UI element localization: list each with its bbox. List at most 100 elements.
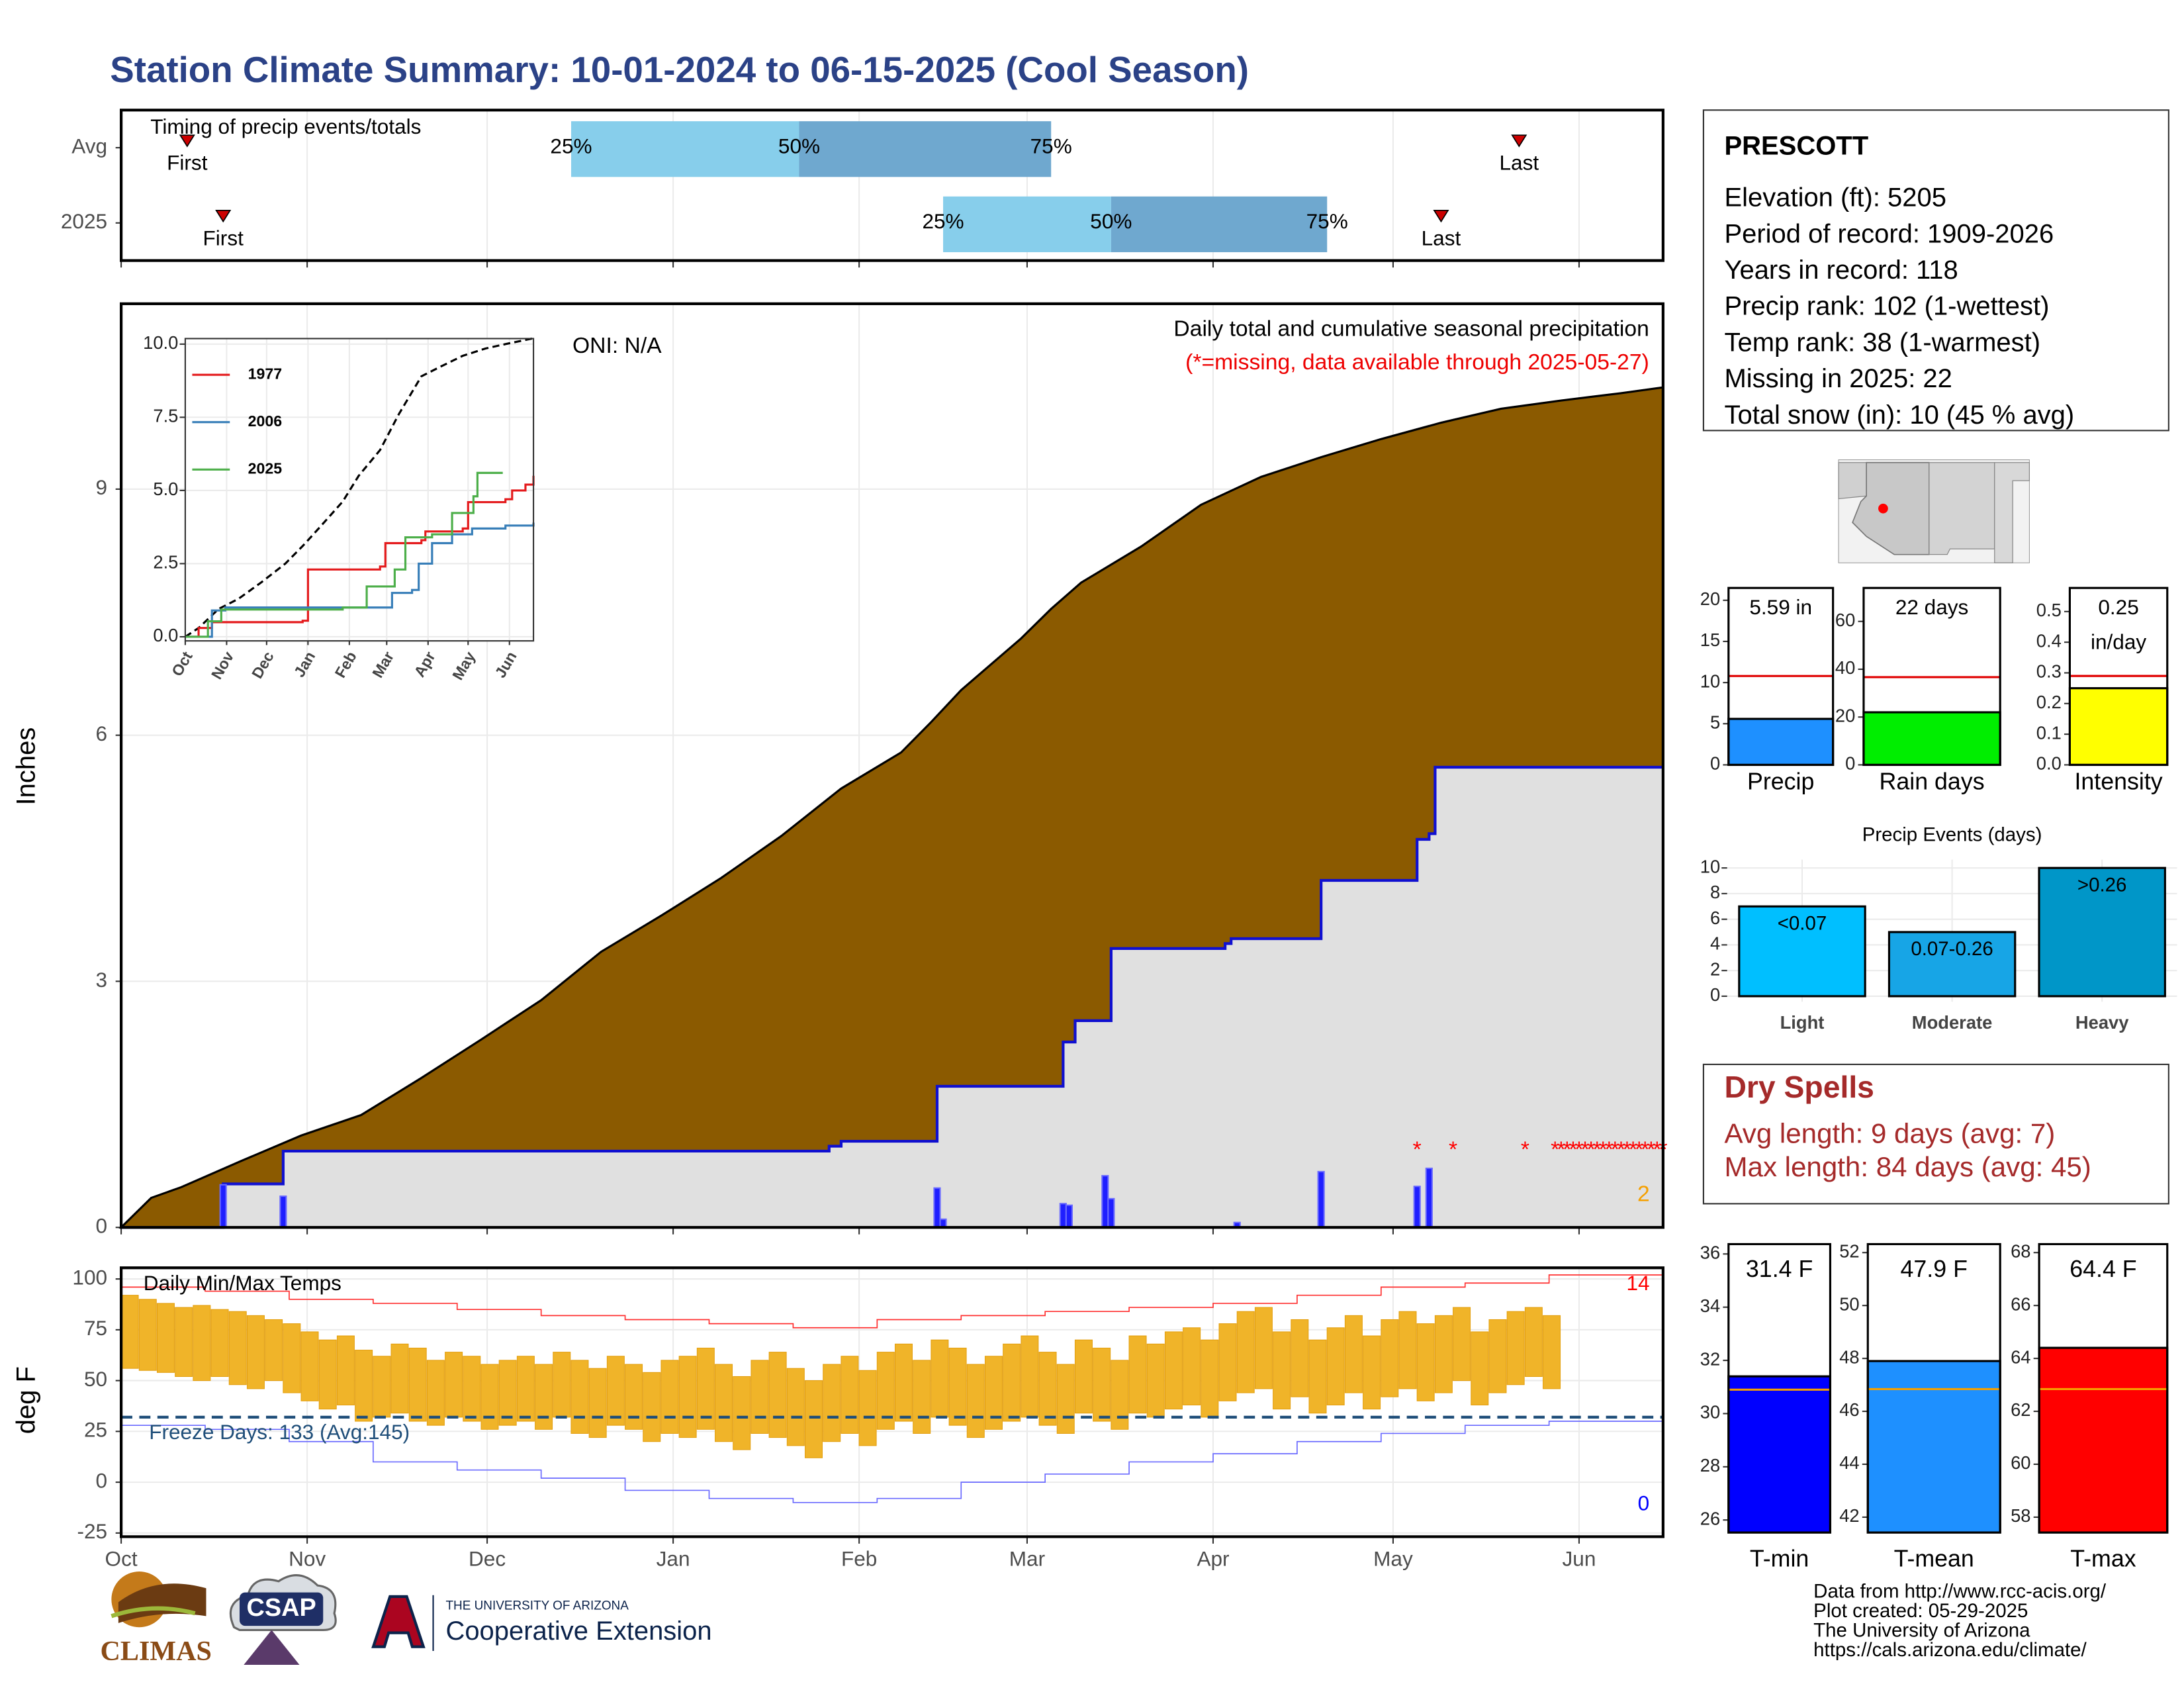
quantile-bar	[943, 196, 1111, 252]
temp-bar	[894, 1343, 913, 1422]
inset-frame	[184, 338, 535, 642]
missing-marker: *	[1635, 1137, 1643, 1162]
temp-bar	[175, 1307, 193, 1377]
record-high-line	[121, 1270, 1664, 1329]
temp-bar	[336, 1335, 355, 1405]
panel-frame	[1866, 1243, 2001, 1534]
map-state	[1838, 462, 1867, 500]
credit-line: Data from http://www.rcc-acis.org/	[1813, 1580, 2107, 1602]
x-tick-label: Light	[1780, 1012, 1825, 1033]
y-tick-label: 0.5	[2036, 600, 2062, 620]
bar-label: Intensity	[2074, 768, 2162, 794]
logo-shape	[244, 1630, 300, 1665]
y-tick-label: 58	[2011, 1505, 2030, 1526]
y-tick-label: 9	[96, 475, 108, 499]
station-line: Missing in 2025: 22	[1724, 364, 1952, 393]
temp-bar	[1038, 1352, 1057, 1426]
y-tick-label: 66	[2011, 1293, 2030, 1314]
missing-marker: *	[1623, 1137, 1631, 1162]
freeze-label: Freeze Days: 133 (Avg:145)	[149, 1420, 410, 1444]
panel-frame	[119, 109, 1664, 262]
y-tick-label: 46	[1839, 1399, 1859, 1420]
cumulative-area	[121, 767, 1663, 1228]
logo-text: Cooperative Extension	[445, 1617, 711, 1646]
x-tick-label: Dec	[469, 1547, 506, 1571]
missing-marker: *	[1605, 1137, 1614, 1162]
missing-marker: *	[1557, 1137, 1565, 1162]
event-label: First	[167, 151, 208, 175]
y-tick-label: 0	[1710, 753, 1720, 774]
y-tick-label: 36	[1700, 1243, 1720, 1263]
station-line: Years in record: 118	[1724, 256, 1958, 285]
y-axis-label: Inches	[12, 727, 41, 806]
temp-bar	[138, 1299, 157, 1371]
daily-bar	[1317, 1170, 1325, 1229]
temp-bar	[1381, 1319, 1399, 1397]
temp-bar	[1146, 1343, 1165, 1418]
y-tick-label: 48	[1839, 1346, 1859, 1367]
y-tick-label: 100	[72, 1265, 107, 1289]
bar-threshold: 0.07-0.26	[1911, 938, 1993, 960]
temp-bar	[408, 1347, 427, 1422]
x-tick-label: May	[1373, 1547, 1413, 1571]
missing-marker: *	[1647, 1137, 1655, 1162]
value-label: 64.4 F	[2070, 1256, 2136, 1282]
logo-text: CLIMAS	[101, 1636, 212, 1667]
temp-bar	[1254, 1307, 1273, 1389]
panel-title: Daily total and cumulative seasonal prec…	[1173, 317, 1649, 342]
panel-title: Timing of precip events/totals	[150, 115, 421, 138]
high-count: 14	[1626, 1271, 1649, 1295]
y-tick-label: 0	[1845, 753, 1855, 774]
x-tick-label: Apr	[1197, 1547, 1229, 1571]
temp-bar	[1164, 1331, 1183, 1410]
station-dot	[1878, 503, 1888, 514]
x-tick-label: Nov	[289, 1547, 326, 1571]
panel-title: Daily Min/Max Temps	[144, 1271, 341, 1295]
temp-bar	[1128, 1335, 1147, 1414]
temp-bar	[1218, 1323, 1237, 1401]
annotation: 2	[1637, 1182, 1650, 1207]
temp-bar	[355, 1350, 373, 1422]
value-label: 0.25	[2098, 595, 2138, 619]
y-tick-label: 0.3	[2036, 661, 2062, 682]
temp-bar	[1183, 1327, 1201, 1405]
temp-bar	[786, 1368, 805, 1446]
y-tick-label: 10	[1700, 671, 1720, 691]
panel-frame	[1727, 1243, 1832, 1534]
credit-line: The University of Arizona	[1813, 1619, 2030, 1641]
temp-bar	[1506, 1311, 1525, 1385]
missing-marker: *	[1587, 1137, 1596, 1162]
average-line	[185, 337, 534, 638]
logo-shape	[118, 1583, 206, 1623]
locator-map	[1838, 459, 2030, 563]
value-label: 31.4 F	[1746, 1256, 1813, 1282]
temp-bar	[516, 1356, 535, 1422]
y-tick-label: 0.1	[2036, 722, 2062, 743]
y-tick-label: 68	[2011, 1241, 2030, 1261]
series-line	[185, 475, 535, 638]
value-label: 5.59 in	[1749, 595, 1812, 619]
y-tick-label: 44	[1839, 1452, 1859, 1473]
temp-bar	[588, 1368, 607, 1438]
missing-marker: *	[1521, 1137, 1529, 1162]
temp-bar	[373, 1356, 391, 1418]
y-tick-label: 3	[96, 968, 108, 992]
panel-frame	[119, 302, 1664, 1229]
logo-shape	[111, 1606, 196, 1618]
credit-line: Plot created: 05-29-2025	[1813, 1600, 2028, 1622]
row-label: Avg	[71, 134, 107, 158]
station-line: Period of record: 1909-2026	[1724, 219, 2054, 248]
temp-bar	[553, 1352, 571, 1418]
temp-bar	[390, 1343, 409, 1414]
y-tick-label: 62	[2011, 1399, 2030, 1420]
temp-bar	[535, 1364, 553, 1430]
y-tick-label: 7.5	[153, 406, 178, 426]
event-label: Last	[1499, 151, 1539, 175]
station-line: Precip rank: 102 (1-wettest)	[1724, 292, 2049, 321]
temp-bar	[606, 1356, 625, 1426]
daily-bar	[1065, 1204, 1073, 1229]
dry-spells-line: Avg length: 9 days (avg: 7)	[1724, 1117, 2055, 1149]
temp-bar	[480, 1364, 499, 1430]
y-tick-label: 0.4	[2036, 630, 2062, 651]
